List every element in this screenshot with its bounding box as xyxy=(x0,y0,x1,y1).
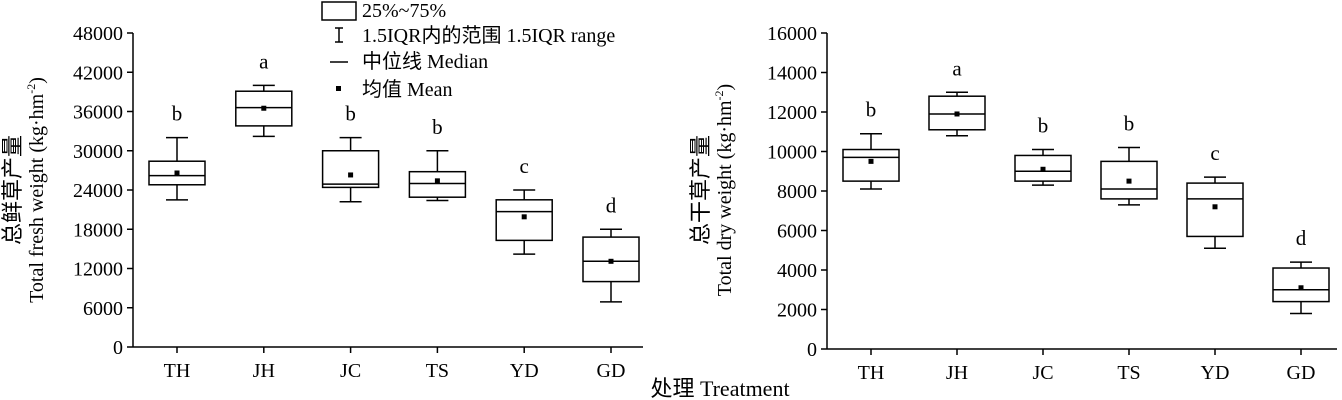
fresh-weight-box-yd: c xyxy=(495,154,553,255)
fresh-weight-chart: 0 6000 12000 18000 24000 30000 36000 42000 48000… xyxy=(0,23,643,382)
mean-marker xyxy=(174,170,180,176)
iqr-box xyxy=(321,150,380,189)
dry-weight-x-tick-label: YD xyxy=(1201,362,1230,384)
iqr-box xyxy=(1100,160,1158,200)
mean-marker xyxy=(1126,178,1132,184)
fresh-weight-x-tick-label: TS xyxy=(426,360,449,382)
dry-weight-box-yd: c xyxy=(1186,141,1244,250)
legend-mean-swatch xyxy=(336,86,341,91)
significance-letter: a xyxy=(259,49,269,73)
dry-weight-y-tick-label: 10000 xyxy=(767,142,817,164)
dry-weight-y-tick-label: 4000 xyxy=(777,260,817,282)
dry-weight-axes: 0 2000 4000 6000 8000 10000 12000 14000 16000 TH J… xyxy=(767,23,1337,384)
mean-marker xyxy=(348,172,354,178)
mean-marker xyxy=(1040,166,1046,172)
dry-weight-y-tick-label: 8000 xyxy=(777,181,817,203)
fresh-weight-box-th: b xyxy=(148,102,206,201)
dry-weight-x-tick-label: TS xyxy=(1117,362,1140,384)
dry-weight-y-tick-label: 12000 xyxy=(767,102,817,124)
fresh-weight-y-tick-label: 6000 xyxy=(83,298,123,320)
dry-weight-chart: 0 2000 4000 6000 8000 10000 12000 14000 16000 TH J… xyxy=(688,23,1337,384)
fresh-weight-y-tick-label: 12000 xyxy=(73,259,123,281)
mean-marker xyxy=(261,105,267,111)
mean-marker xyxy=(521,214,527,220)
dry-weight-boxes: b a b b c d xyxy=(842,56,1330,315)
legend-box-label: 25%~75% xyxy=(362,0,446,22)
fresh-weight-x-tick-label: GD xyxy=(597,360,626,382)
dry-weight-box-jc: b xyxy=(1014,114,1072,186)
fresh-weight-axes: 0 6000 12000 18000 24000 30000 36000 42000 48000… xyxy=(73,23,643,382)
legend-whisker-swatch xyxy=(335,27,343,43)
fresh-weight-boxes: b a b b c d xyxy=(148,49,640,303)
legend-box-swatch xyxy=(321,1,357,21)
significance-letter: b xyxy=(432,115,443,139)
dry-weight-ylabel-cn: 总干草产量 xyxy=(688,135,713,245)
x-axis-title: 处理 Treatment xyxy=(650,376,789,400)
significance-letter: a xyxy=(952,56,962,80)
dry-weight-y-tick-label: 6000 xyxy=(777,221,817,243)
fresh-weight-y-tick-label: 18000 xyxy=(73,219,123,241)
significance-letter: d xyxy=(606,193,617,217)
fresh-weight-y-tick-label: 24000 xyxy=(73,180,123,202)
iqr-box xyxy=(1186,182,1244,238)
dry-weight-box-gd: d xyxy=(1272,226,1330,315)
significance-letter: c xyxy=(520,154,529,178)
dry-weight-x-tick-label: GD xyxy=(1287,362,1316,384)
fresh-weight-y-tick-label: 42000 xyxy=(73,62,123,84)
dry-weight-y-tick-label: 16000 xyxy=(767,23,817,45)
dry-weight-x-tick-label: TH xyxy=(858,362,885,384)
dry-weight-box-ts: b xyxy=(1100,112,1158,206)
mean-marker xyxy=(868,158,874,164)
dry-weight-x-tick-label: JC xyxy=(1032,362,1053,384)
fresh-weight-x-tick-label: YD xyxy=(510,360,539,382)
fresh-weight-y-tick-label: 36000 xyxy=(73,102,123,124)
iqr-box xyxy=(842,148,900,182)
fresh-weight-ylabel-cn: 总鲜草产量 xyxy=(0,135,25,245)
mean-marker xyxy=(434,178,440,184)
significance-letter: c xyxy=(1210,141,1219,165)
iqr-box xyxy=(1272,267,1330,303)
fresh-weight-y-tick-label: 0 xyxy=(113,337,123,359)
iqr-box xyxy=(495,199,553,242)
legend-mean-label: 均值 Mean xyxy=(362,78,453,101)
fresh-weight-x-tick-label: TH xyxy=(164,360,191,382)
dry-weight-y-tick-label: 14000 xyxy=(767,63,817,85)
significance-letter: d xyxy=(1296,226,1307,250)
mean-marker xyxy=(954,111,960,117)
significance-letter: b xyxy=(1038,114,1049,138)
mean-marker xyxy=(1212,204,1218,210)
significance-letter: b xyxy=(345,102,356,126)
legend-whisker-label: 1.5IQR内的范围 1.5IQR range xyxy=(362,24,615,47)
fresh-weight-x-tick-label: JH xyxy=(253,360,275,382)
significance-letter: b xyxy=(866,98,877,122)
fresh-weight-y-tick-label: 48000 xyxy=(73,23,123,45)
significance-letter: b xyxy=(172,102,183,126)
legend: 25%~75% 1.5IQR内的范围 1.5IQR range 中位线 Medi… xyxy=(321,0,615,101)
fresh-weight-box-jc: b xyxy=(321,102,380,203)
dry-weight-y-tick-label: 0 xyxy=(807,339,817,361)
mean-marker xyxy=(1298,285,1304,291)
iqr-box xyxy=(408,170,467,198)
fresh-weight-box-gd: d xyxy=(582,193,640,303)
legend-median-label: 中位线 Median xyxy=(362,50,488,73)
significance-letter: b xyxy=(1124,112,1135,136)
fresh-weight-box-jh: a xyxy=(235,49,293,138)
dry-weight-box-jh: a xyxy=(928,56,986,137)
mean-marker xyxy=(608,258,614,264)
fresh-weight-box-ts: b xyxy=(408,115,467,202)
fresh-weight-y-tick-label: 30000 xyxy=(73,141,123,163)
dry-weight-box-th: b xyxy=(842,98,900,190)
fresh-weight-ylabel-en: Total fresh weight (kg·hm-2) xyxy=(24,77,48,303)
dry-weight-y-tick-label: 2000 xyxy=(777,300,817,322)
dry-weight-ylabel-en: Total dry weight (kg·hm-2) xyxy=(712,84,736,296)
fresh-weight-x-tick-label: JC xyxy=(340,360,361,382)
dry-weight-x-tick-label: JH xyxy=(946,362,968,384)
